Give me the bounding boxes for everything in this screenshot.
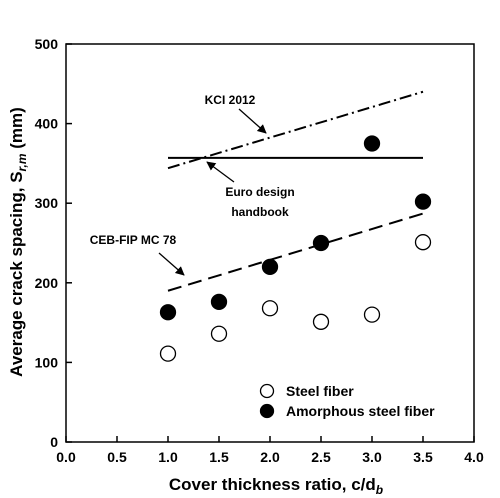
annotation-label: KCI 2012 <box>205 93 256 107</box>
y-tick-label: 0 <box>50 434 58 450</box>
steel-fiber-point <box>261 300 279 317</box>
legend-marker-amorphous-steel-fiber <box>259 403 275 419</box>
y-axis-title: Average crack spacing, Sr,m (mm) <box>7 107 29 377</box>
legend-label: Amorphous steel fiber <box>286 403 435 419</box>
amorphous-steel-fiber-point <box>363 135 381 152</box>
x-tick-label: 3.0 <box>362 449 382 465</box>
y-tick-label: 500 <box>35 36 59 52</box>
x-tick-label: 2.5 <box>311 449 331 465</box>
annotation-arrow <box>238 108 267 134</box>
reference-line-ceb-fip-mc-78 <box>167 212 424 292</box>
annotation-label: handbook <box>231 205 289 219</box>
x-axis-title: Cover thickness ratio, c/db <box>169 475 383 497</box>
legend-label: Steel fiber <box>286 383 354 399</box>
x-tick-label: 1.0 <box>158 449 178 465</box>
y-tick-label: 100 <box>35 354 59 370</box>
amorphous-steel-fiber-point <box>261 258 279 276</box>
x-tick-label: 4.0 <box>464 449 484 465</box>
annotation-arrow <box>206 161 235 183</box>
x-tick-label: 0.0 <box>56 449 76 465</box>
steel-fiber-point <box>414 234 432 251</box>
amorphous-steel-fiber-point <box>159 304 177 321</box>
steel-fiber-point <box>159 345 177 362</box>
annotation-label: Euro design <box>225 185 294 199</box>
legend-marker-steel-fiber <box>259 383 275 399</box>
annotation-label: CEB-FIP MC 78 <box>90 233 177 247</box>
amorphous-steel-fiber-point <box>210 293 228 311</box>
amorphous-steel-fiber-point <box>414 193 432 210</box>
x-tick-label: 1.5 <box>209 449 229 465</box>
steel-fiber-point <box>312 313 330 330</box>
y-tick-label: 200 <box>35 275 59 291</box>
amorphous-steel-fiber-point <box>312 234 330 252</box>
steel-fiber-point <box>363 306 381 323</box>
x-tick-label: 3.5 <box>413 449 433 465</box>
reference-line-kci-2012 <box>167 90 424 170</box>
y-tick-label: 400 <box>35 116 59 132</box>
annotation-arrow <box>158 252 185 276</box>
y-tick-label: 300 <box>35 195 59 211</box>
x-tick-label: 0.5 <box>107 449 127 465</box>
x-tick-label: 2.0 <box>260 449 280 465</box>
steel-fiber-point <box>210 325 228 342</box>
